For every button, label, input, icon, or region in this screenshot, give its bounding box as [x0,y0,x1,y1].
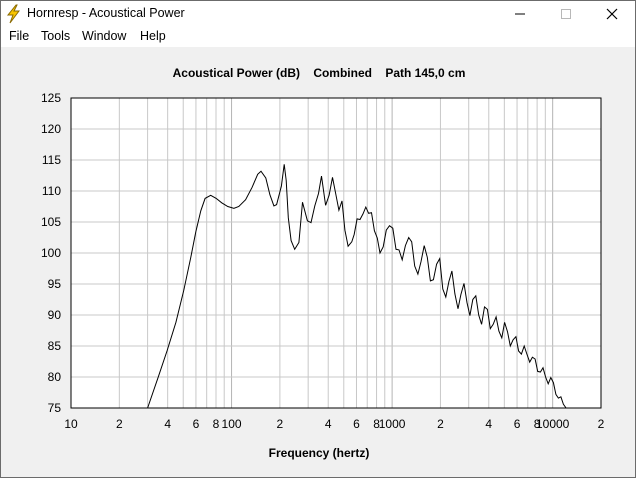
chart-area: Acoustical Power (dB) Combined Path 145,… [1,47,635,477]
x-tick-label: 2 [437,417,444,431]
x-tick-label: 8 [534,417,541,431]
lightning-icon [5,4,23,24]
y-tick-label: 125 [41,91,61,105]
curve-layer [147,164,567,409]
x-tick-label: 4 [164,417,171,431]
minimize-icon [515,13,525,15]
y-tick-label: 80 [48,370,62,384]
y-tick-label: 120 [41,122,61,136]
y-tick-label: 105 [41,215,61,229]
plot-border [70,97,602,409]
y-tick-label: 75 [48,401,62,415]
x-tick-label: 4 [485,417,492,431]
maximize-icon [561,9,571,19]
x-tick-label: 4 [325,417,332,431]
menu-tools[interactable]: Tools [41,29,71,43]
x-tick-label: 6 [514,417,521,431]
acoustical-power-chart: Acoustical Power (dB) Combined Path 145,… [41,66,605,460]
x-tick-label: 2 [598,417,605,431]
series-line-0 [147,164,567,409]
y-tick-label: 115 [42,153,61,167]
x-tick-label: 6 [353,417,360,431]
x-tick-label: 8 [213,417,220,431]
x-tick-label: 2 [116,417,123,431]
menu-help[interactable]: Help [140,29,166,43]
x-axis-label: Frequency (hertz) [269,446,370,460]
title-bar[interactable]: Hornresp - Acoustical Power [1,1,635,27]
x-tick-label: 8 [373,417,380,431]
menu-window[interactable]: Window [82,29,127,43]
x-tick-label: 100 [222,417,242,431]
x-tick-label: 1000 [379,417,406,431]
close-icon [606,8,618,20]
y-tick-label: 85 [48,339,62,353]
x-tick-label: 2 [277,417,284,431]
y-tick-label: 95 [48,277,62,291]
window-title: Hornresp - Acoustical Power [27,6,185,20]
minimize-button[interactable] [497,1,543,27]
menu-bar: File Tools Window Help [1,27,635,47]
menu-file[interactable]: File [9,29,30,43]
y-tick-label: 110 [42,184,61,198]
close-button[interactable] [589,1,635,27]
maximize-button[interactable] [543,1,589,27]
y-tick-label: 100 [41,246,61,260]
grid [70,97,602,409]
chart-title: Acoustical Power (dB) Combined Path 145,… [173,66,466,80]
x-tick-label: 10 [64,417,78,431]
x-tick-label: 10000 [536,417,570,431]
x-tick-label: 6 [193,417,200,431]
y-tick-label: 90 [48,308,62,322]
